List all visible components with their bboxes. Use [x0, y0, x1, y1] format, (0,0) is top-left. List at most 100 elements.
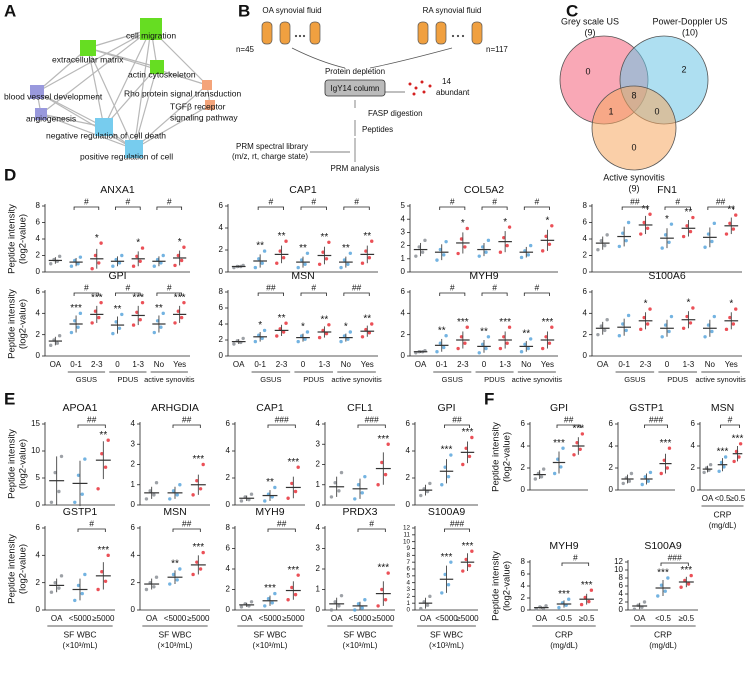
data-point	[333, 600, 337, 604]
data-point	[681, 234, 686, 239]
data-point	[346, 262, 350, 266]
data-point	[339, 265, 343, 270]
data-point	[239, 499, 244, 503]
y-tick-label: 0	[36, 351, 41, 360]
x-axis-label: CRP	[555, 629, 573, 639]
node	[30, 85, 44, 99]
data-point	[342, 258, 347, 262]
significance: **	[321, 232, 329, 243]
bracket	[444, 424, 470, 428]
y-tick-label: 4	[401, 214, 406, 223]
x-tick-label: OA	[597, 360, 609, 369]
y-tick-label: 8	[619, 573, 624, 582]
bracket-label: ##	[182, 414, 192, 424]
bracket	[523, 206, 550, 210]
x-axis-unit: (×10³/mL)	[253, 641, 288, 650]
data-point	[257, 333, 261, 337]
y-tick-label: 2	[583, 251, 588, 260]
y-tick-label: 2	[226, 473, 231, 482]
x-tick-label: 1-3	[499, 360, 511, 369]
data-point	[195, 560, 199, 564]
data-point	[100, 452, 104, 456]
data-point	[567, 597, 571, 601]
data-point	[443, 572, 447, 577]
significance: *	[644, 299, 648, 310]
data-point	[57, 254, 62, 259]
x-tick-label: Yes	[361, 360, 374, 369]
bracket	[481, 206, 508, 210]
significance: **	[685, 207, 693, 218]
y-tick-label: 3	[406, 586, 410, 593]
data-point	[703, 245, 707, 249]
significance: ***	[174, 292, 186, 303]
data-point	[131, 323, 136, 327]
significance: *	[461, 218, 465, 229]
data-point	[470, 549, 474, 553]
data-point	[266, 597, 271, 601]
data-point	[632, 607, 637, 611]
set-count: (9)	[629, 183, 640, 193]
node	[202, 80, 212, 90]
y-tick-label: 8	[583, 201, 588, 210]
data-point	[419, 493, 423, 498]
data-point	[80, 492, 84, 496]
chart-title: FN1	[657, 184, 677, 196]
data-point	[728, 221, 732, 226]
bracket	[556, 424, 581, 428]
data-point	[648, 470, 653, 475]
data-point	[93, 253, 98, 258]
step: FASP digestion	[368, 109, 423, 118]
chart-title: CAP1	[289, 184, 317, 196]
data-point	[681, 326, 686, 330]
y-axis-label: (log2-value)	[18, 544, 29, 594]
bracket	[257, 206, 284, 210]
y-tick-label: 0	[583, 267, 588, 276]
y-tick-label: 6	[131, 523, 136, 532]
data-point	[724, 327, 729, 332]
y-tick-label: 6	[406, 419, 411, 428]
data-point	[367, 331, 372, 335]
bracket-label: #	[534, 282, 539, 292]
data-point	[544, 604, 548, 608]
data-point	[583, 595, 587, 600]
data-point	[423, 238, 427, 243]
bracket	[357, 528, 386, 532]
data-point	[138, 259, 142, 263]
data-point	[152, 264, 156, 268]
data-point	[428, 481, 432, 486]
step: (m/z, rt, charge state)	[232, 152, 308, 161]
data-point	[579, 602, 584, 607]
y-axis-label: Peptide intensity	[491, 422, 502, 492]
data-point	[550, 224, 554, 228]
data-point	[465, 226, 469, 231]
data-point	[303, 337, 307, 341]
data-point	[578, 447, 582, 451]
data-point	[737, 455, 741, 459]
y-tick-label: 6	[619, 581, 624, 590]
bracket	[115, 292, 141, 296]
x-tick-label: 0-1	[618, 360, 630, 369]
group-label: GSUS	[624, 375, 645, 384]
y-tick-label: 8	[226, 523, 231, 532]
y-tick-label: 0	[131, 605, 136, 614]
significance: ***	[717, 447, 729, 458]
data-point	[329, 495, 334, 499]
y-tick-label: 10	[614, 565, 623, 574]
data-point	[148, 489, 152, 493]
y-tick-label: 2	[521, 593, 526, 602]
y-tick-label: 4	[131, 550, 136, 559]
data-point	[201, 550, 205, 555]
significance: **	[171, 559, 179, 570]
data-point	[103, 465, 108, 469]
y-tick-label: 9	[406, 545, 410, 552]
data-point	[438, 247, 443, 252]
data-point	[80, 591, 84, 596]
bracket	[172, 528, 201, 532]
x-axis-unit: (mg/dL)	[550, 641, 578, 650]
data-point	[90, 321, 94, 325]
data-point	[284, 239, 288, 243]
data-point	[383, 598, 388, 602]
data-point	[260, 336, 264, 341]
data-point	[73, 598, 77, 603]
data-point	[232, 342, 236, 346]
